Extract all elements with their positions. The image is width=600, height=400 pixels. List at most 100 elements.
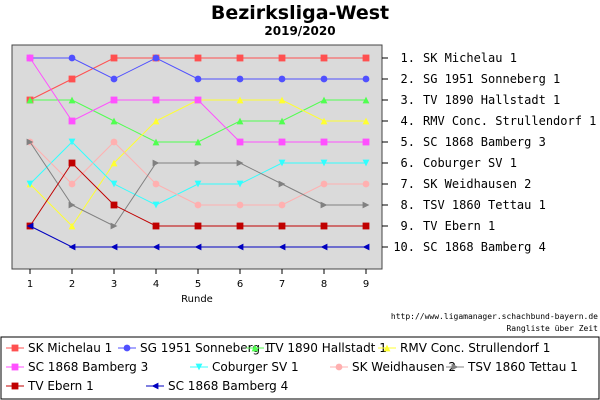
data-point [152,159,160,167]
rank-label: 8. TSV 1860 Tettau 1 [401,198,546,212]
data-point [278,117,286,125]
x-tick-label: 7 [279,279,285,290]
data-point [194,138,202,146]
data-point [26,54,34,62]
data-point [362,159,370,167]
data-point [320,96,328,104]
x-tick-label: 6 [237,279,243,290]
data-point [152,117,160,125]
data-point [110,54,118,62]
data-point [236,54,244,62]
legend-label: SG 1951 Sonneberg 1 [140,341,271,355]
data-point [362,222,370,230]
series-2 [26,96,370,146]
series-9 [26,222,370,251]
data-point [320,201,328,209]
data-point [194,96,202,104]
rank-label: 5. SC 1868 Bamberg 3 [401,135,546,149]
data-point [362,117,370,125]
data-point [152,243,160,251]
x-axis: 1 2 3 4 5 6 7 8 9 [27,269,369,290]
data-point [320,75,328,83]
data-point [26,222,34,230]
data-point [68,159,76,167]
data-point [236,201,244,209]
data-point [110,96,118,104]
data-point [320,159,328,167]
data-point [236,75,244,83]
legend-marker [451,363,459,371]
x-tick-label: 8 [321,279,327,290]
legend-marker [11,382,19,390]
data-point [194,243,202,251]
rank-label: 6. Coburger SV 1 [401,156,517,170]
data-point [194,75,202,83]
data-point [278,54,286,62]
data-point [278,96,286,104]
data-point [110,159,118,167]
data-point [194,159,202,167]
data-point [236,117,244,125]
rank-label: 3. TV 1890 Hallstadt 1 [401,93,561,107]
legend-marker [151,382,159,390]
data-point [236,138,244,146]
legend-item: Coburger SV 1 [190,360,299,374]
data-point [68,75,76,83]
data-point [68,243,76,251]
data-point [320,54,328,62]
data-point [236,159,244,167]
data-point [236,243,244,251]
data-point [362,180,370,188]
data-point [278,138,286,146]
data-point [68,117,76,125]
legend-label: TV Ebern 1 [27,379,94,393]
data-point [110,243,118,251]
data-point [110,180,118,188]
legend-label: Coburger SV 1 [212,360,299,374]
data-point [152,96,160,104]
data-point [362,75,370,83]
legend-label: SK Weidhausen 2 [352,360,456,374]
legend-marker [11,344,19,352]
data-point [278,201,286,209]
series-1 [26,54,370,83]
data-point [362,243,370,251]
rank-label: 7. SK Weidhausen 2 [401,177,532,191]
rank-label: 2. SG 1951 Sonneberg 1 [401,72,561,86]
x-tick-label: 5 [195,279,201,290]
data-point [110,201,118,209]
data-point [362,54,370,62]
rank-label: 9. TV Ebern 1 [401,219,496,233]
data-point [110,138,118,146]
data-point [278,222,286,230]
legend-marker [195,363,203,371]
chart-subtitle: 2019/2020 [264,24,335,38]
legend-label: TSV 1860 Tettau 1 [467,360,578,374]
chart-title: Bezirksliga-West [211,2,389,24]
legend-item: SK Michelau 1 [6,341,112,355]
series-7 [26,138,370,230]
rank-label: 1. SK Michelau 1 [401,51,517,65]
legend-item: TV Ebern 1 [6,379,94,393]
x-tick-label: 3 [111,279,117,290]
data-point [278,243,286,251]
data-point [152,201,160,209]
data-point [362,201,370,209]
data-point [320,117,328,125]
legend-item: RMV Conc. Strullendorf 1 [378,341,550,355]
legend-item: TSV 1860 Tettau 1 [446,360,578,374]
data-point [68,222,76,230]
data-point [68,96,76,104]
data-point [362,138,370,146]
legend-label: SC 1868 Bamberg 4 [168,379,288,393]
legend-label: SC 1868 Bamberg 3 [28,360,148,374]
data-point [68,138,76,146]
legend-label: SK Michelau 1 [28,341,112,355]
data-point [110,75,118,83]
data-point [68,180,76,188]
series-layer [26,54,370,251]
data-point [320,243,328,251]
data-point [278,75,286,83]
x-axis-label: Runde [181,294,213,305]
